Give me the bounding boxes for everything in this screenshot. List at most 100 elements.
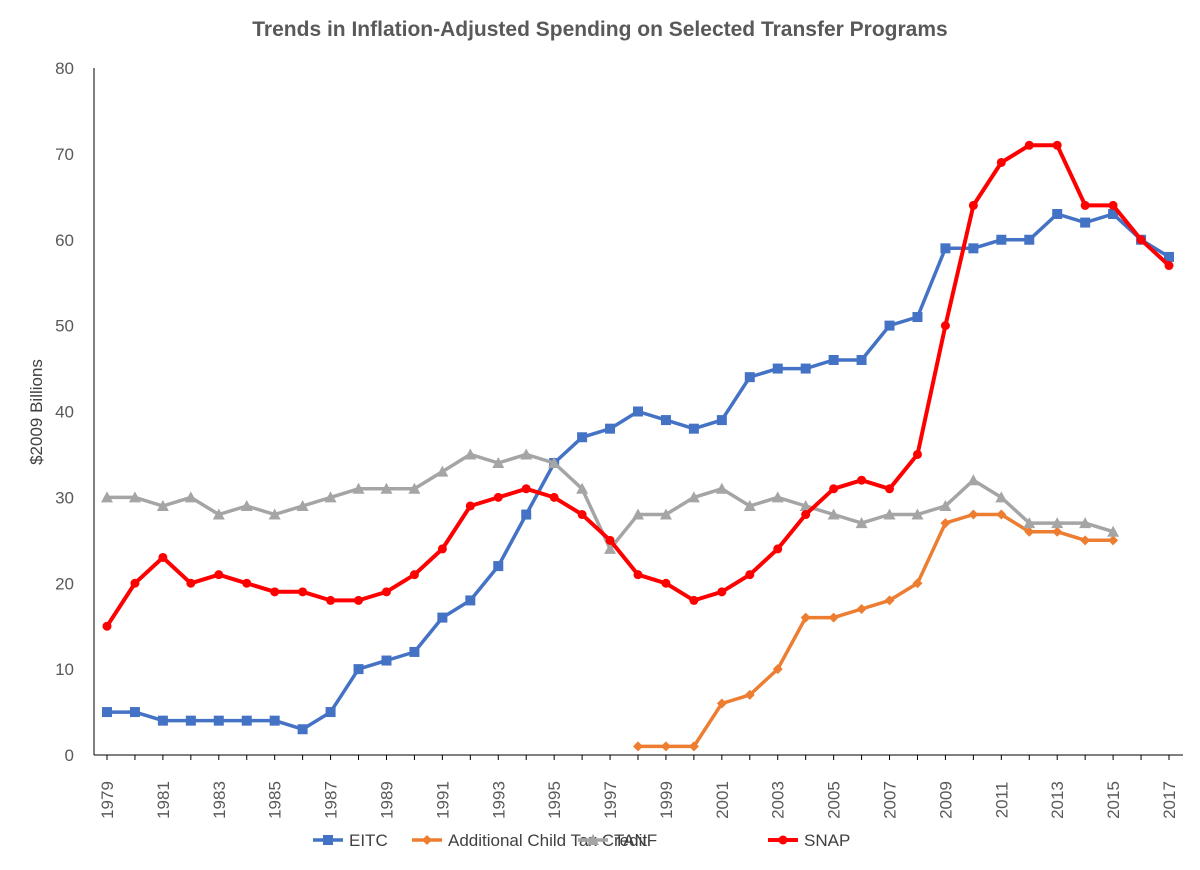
x-tick-label: 2013 bbox=[1048, 781, 1067, 819]
legend-label-tanf: TANF bbox=[614, 831, 657, 850]
x-tick-label: 1997 bbox=[601, 781, 620, 819]
data-point-tanf bbox=[268, 508, 281, 520]
data-point-tanf bbox=[1079, 517, 1092, 529]
data-point-eitc bbox=[493, 561, 504, 572]
data-point-eitc bbox=[744, 372, 755, 383]
y-tick-label: 70 bbox=[55, 145, 74, 164]
x-tick-label: 1999 bbox=[657, 781, 676, 819]
data-point-snap bbox=[493, 492, 503, 502]
legend-marker-eitc bbox=[323, 835, 333, 845]
data-point-eitc bbox=[381, 655, 392, 666]
legend-label-eitc: EITC bbox=[349, 831, 388, 850]
data-point-tanf bbox=[1023, 517, 1036, 529]
data-point-snap bbox=[857, 475, 867, 485]
data-point-snap bbox=[381, 587, 391, 597]
data-point-eitc bbox=[465, 595, 476, 606]
x-tick-label: 1993 bbox=[489, 781, 508, 819]
data-point-tanf bbox=[576, 482, 589, 494]
y-tick-label: 20 bbox=[55, 574, 74, 593]
data-point-snap bbox=[242, 578, 252, 588]
data-point-eitc bbox=[1024, 234, 1035, 245]
data-point-snap bbox=[885, 484, 895, 494]
data-point-eitc bbox=[605, 423, 616, 434]
data-point-snap bbox=[1080, 200, 1090, 210]
data-point-tanf bbox=[380, 482, 393, 494]
x-tick-label: 2001 bbox=[713, 781, 732, 819]
x-tick-label: 1989 bbox=[377, 781, 396, 819]
data-point-additional-child-tax-credit bbox=[1108, 535, 1119, 546]
data-point-snap bbox=[298, 587, 308, 597]
data-point-eitc bbox=[660, 415, 671, 426]
series-line-additional-child-tax-credit bbox=[636, 512, 1115, 749]
data-point-tanf bbox=[632, 508, 644, 520]
y-tick-label: 80 bbox=[55, 59, 74, 78]
x-tick-label: 2015 bbox=[1104, 781, 1123, 819]
data-point-additional-child-tax-credit bbox=[940, 518, 951, 529]
legend-marker-additional-child-tax-credit bbox=[422, 835, 432, 845]
data-point-eitc bbox=[1164, 251, 1174, 262]
data-point-snap bbox=[801, 510, 811, 520]
data-point-snap bbox=[577, 510, 587, 520]
x-tick-label: 1981 bbox=[154, 781, 173, 819]
data-point-snap bbox=[270, 587, 280, 597]
x-tick-label: 2007 bbox=[881, 781, 900, 819]
data-point-tanf bbox=[520, 448, 533, 460]
data-point-eitc bbox=[241, 715, 252, 726]
y-tick-label: 50 bbox=[55, 317, 74, 336]
data-point-additional-child-tax-credit bbox=[744, 689, 755, 700]
data-point-tanf bbox=[352, 482, 365, 494]
data-point-eitc bbox=[521, 509, 532, 520]
x-tick-label: 1991 bbox=[433, 781, 452, 819]
data-point-snap bbox=[158, 552, 168, 562]
data-point-snap bbox=[661, 578, 671, 588]
data-point-snap bbox=[633, 570, 643, 580]
data-point-eitc bbox=[409, 646, 420, 657]
data-point-eitc bbox=[157, 715, 168, 726]
data-point-tanf bbox=[1051, 517, 1064, 529]
data-point-snap bbox=[1136, 235, 1146, 245]
data-point-eitc bbox=[185, 715, 196, 726]
y-tick-label: 10 bbox=[55, 660, 74, 679]
data-point-tanf bbox=[548, 457, 561, 469]
data-point-tanf bbox=[743, 499, 756, 511]
data-point-snap bbox=[186, 578, 196, 588]
data-point-eitc bbox=[353, 664, 364, 675]
data-point-tanf bbox=[799, 499, 812, 511]
data-point-tanf bbox=[212, 508, 225, 520]
series-line-eitc bbox=[105, 212, 1171, 731]
data-point-snap bbox=[968, 200, 978, 210]
data-point-snap bbox=[605, 535, 615, 545]
data-point-additional-child-tax-credit bbox=[884, 595, 895, 606]
data-point-tanf bbox=[883, 508, 896, 520]
data-point-tanf bbox=[911, 508, 924, 520]
data-point-eitc bbox=[297, 724, 308, 735]
data-point-snap bbox=[745, 570, 755, 580]
data-point-additional-child-tax-credit bbox=[800, 612, 811, 623]
data-point-tanf bbox=[659, 508, 672, 520]
data-point-additional-child-tax-credit bbox=[968, 509, 979, 520]
data-point-snap bbox=[1164, 261, 1174, 271]
data-point-additional-child-tax-credit bbox=[716, 698, 727, 709]
data-point-snap bbox=[102, 621, 112, 631]
data-point-snap bbox=[326, 595, 336, 605]
data-point-eitc bbox=[1080, 217, 1091, 228]
data-point-snap bbox=[521, 484, 531, 494]
data-point-snap bbox=[1108, 200, 1118, 210]
data-point-eitc bbox=[800, 363, 811, 374]
data-point-snap bbox=[437, 544, 447, 554]
data-point-tanf bbox=[967, 474, 980, 486]
data-point-additional-child-tax-credit bbox=[688, 741, 699, 752]
data-point-tanf bbox=[408, 482, 421, 494]
data-point-snap bbox=[940, 321, 950, 331]
data-point-snap bbox=[409, 570, 419, 580]
data-point-eitc bbox=[996, 234, 1007, 245]
data-point-tanf bbox=[715, 482, 728, 494]
data-point-eitc bbox=[437, 612, 448, 623]
data-point-snap bbox=[689, 595, 699, 605]
y-tick-label: 60 bbox=[55, 231, 74, 250]
x-tick-label: 2009 bbox=[936, 781, 955, 819]
data-point-tanf bbox=[855, 517, 868, 529]
data-point-additional-child-tax-credit bbox=[1024, 526, 1035, 537]
